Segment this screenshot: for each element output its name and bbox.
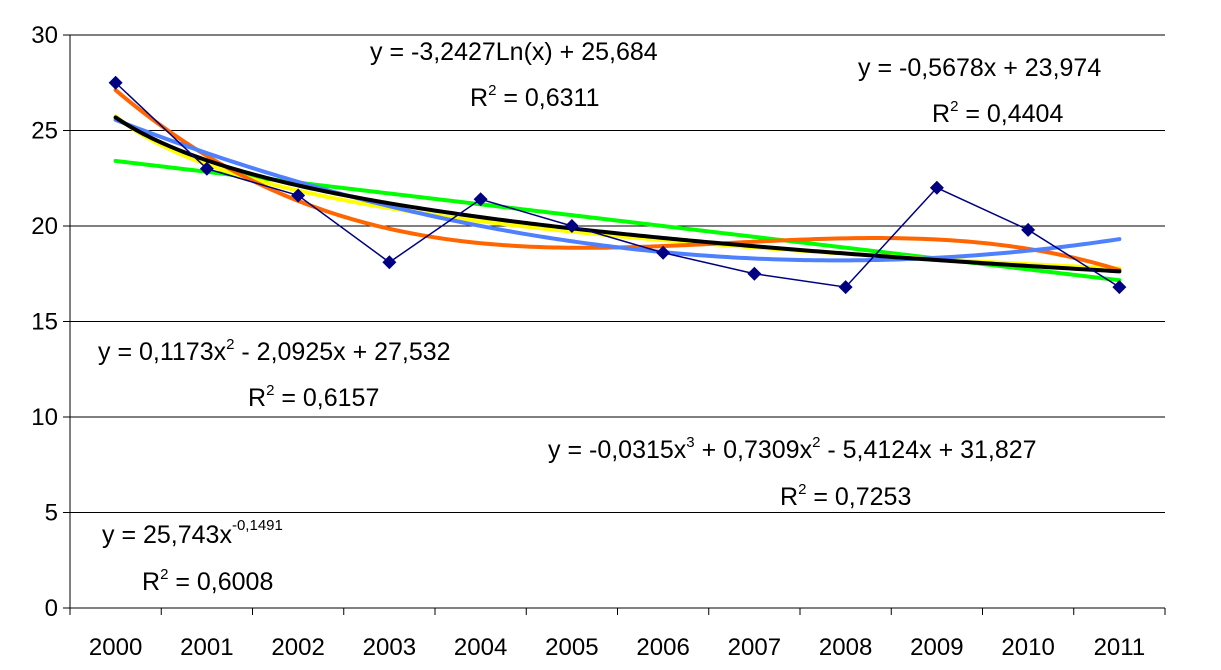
axes xyxy=(63,34,1166,615)
trendline-log xyxy=(113,115,1122,274)
y-tick-label: 10 xyxy=(31,404,58,431)
y-tick-label: 5 xyxy=(45,500,58,527)
y-tick-label: 0 xyxy=(45,595,58,622)
data-point-marker xyxy=(199,161,214,176)
data-point-marker xyxy=(108,75,123,90)
linear-equation: y = -0,5678x + 23,974 xyxy=(858,54,1101,82)
data-point-marker xyxy=(291,188,306,203)
data-point-marker xyxy=(747,266,762,281)
poly2-r2: R2 = 0,6157 xyxy=(248,382,379,412)
data-point-marker xyxy=(1021,222,1036,237)
poly3-equation: y = -0,0315x3 + 0,7309x2 - 5,4124x + 31,… xyxy=(548,434,1037,464)
x-tick-label: 2001 xyxy=(180,634,233,661)
data-point-marker xyxy=(929,180,944,195)
log-r2: R2 = 0,6311 xyxy=(470,82,600,112)
tick-labels: 0 5 10 15 20 25 30 2000 2001 2002 2003 2004 2005 2006… xyxy=(31,22,1145,661)
x-tick-label: 2006 xyxy=(636,634,689,661)
y-tick-label: 15 xyxy=(31,309,58,336)
data-point-marker xyxy=(564,219,579,233)
x-tick-label: 2000 xyxy=(89,634,142,661)
log-equation: y = -3,2427Ln(x) + 25,684 xyxy=(370,38,658,66)
equation-annotations: y = -3,2427Ln(x) + 25,684 R2 = 0,6311 y … xyxy=(98,38,1101,596)
x-tick-label: 2003 xyxy=(363,634,416,661)
poly2-equation: y = 0,1173x2 - 2,0925x + 27,532 xyxy=(98,336,451,366)
y-tick-label: 25 xyxy=(31,118,58,145)
data-point-marker xyxy=(656,245,671,260)
data-point-marker xyxy=(382,255,397,270)
trendline-poly2 xyxy=(113,117,1122,263)
series xyxy=(108,75,1127,295)
data-point-marker xyxy=(1112,280,1127,295)
data-series-line xyxy=(115,82,1120,288)
y-tick-label: 20 xyxy=(31,213,58,240)
data-point-marker xyxy=(838,280,853,295)
x-tick-label: 2002 xyxy=(271,634,324,661)
data-point-marker xyxy=(473,192,488,207)
x-tick-label: 2008 xyxy=(819,634,872,661)
x-tick-label: 2005 xyxy=(545,634,598,661)
power-r2: R2 = 0,6008 xyxy=(142,566,273,596)
x-tick-label: 2007 xyxy=(728,634,781,661)
power-equation: y = 25,743x-0,1491 xyxy=(102,517,283,549)
x-tick-label: 2010 xyxy=(1001,634,1054,661)
x-tick-label: 2011 xyxy=(1094,634,1146,661)
x-tick-label: 2004 xyxy=(454,634,507,661)
gridlines xyxy=(70,34,1165,513)
linear-r2: R2 = 0,4404 xyxy=(932,98,1063,128)
poly3-r2: R2 = 0,7253 xyxy=(780,481,911,511)
y-tick-label: 30 xyxy=(31,22,58,49)
x-tick-label: 2009 xyxy=(910,634,963,661)
